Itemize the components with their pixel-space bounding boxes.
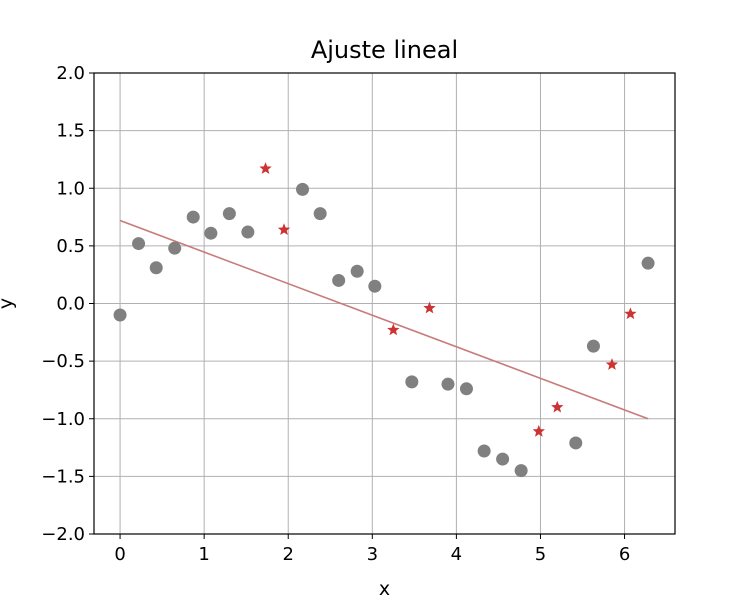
data-point: [313, 207, 327, 221]
x-tick-label: 3: [367, 544, 378, 565]
data-point: [641, 256, 655, 270]
data-point: [459, 382, 473, 396]
data-point: [350, 264, 364, 278]
data-point: [222, 207, 236, 221]
x-tick-label: 0: [114, 544, 125, 565]
y-tick-label: −1.5: [41, 466, 85, 487]
data-point: [332, 273, 346, 287]
data-point: [168, 241, 182, 255]
data-point: [441, 377, 455, 391]
data-point: [496, 452, 510, 466]
data-point-star: [387, 323, 400, 336]
y-tick-label: 1.0: [56, 178, 85, 199]
y-axis-label: y: [0, 298, 17, 309]
data-point: [241, 225, 255, 239]
data-point: [296, 182, 310, 196]
chart-title: Ajuste lineal: [311, 36, 458, 64]
data-point: [569, 436, 583, 450]
x-ticks: 0 1 2 3 4 5 6: [114, 534, 630, 565]
fit-line: [119, 219, 649, 420]
y-tick-label: 0.0: [56, 294, 85, 315]
y-tick-label: −0.5: [41, 351, 85, 372]
data-point: [186, 210, 200, 224]
data-point-star: [259, 162, 272, 174]
data-point-star: [277, 223, 291, 235]
data-point-star: [551, 400, 564, 413]
data-point: [477, 444, 491, 458]
y-ticks: −2.0 −1.5 −1.0 −0.5 0.0 0.5 1.0 1.5 2.0: [41, 63, 94, 545]
data-point: [405, 375, 419, 389]
data-point-star: [423, 301, 436, 314]
points-layer: [113, 162, 655, 478]
data-point-star: [624, 307, 637, 320]
y-tick-label: −2.0: [41, 524, 85, 545]
x-tick-label: 4: [451, 544, 462, 565]
data-point: [514, 464, 528, 478]
data-point: [132, 237, 146, 251]
data-point-star: [532, 424, 545, 437]
data-point: [368, 279, 382, 293]
y-tick-label: −1.0: [41, 409, 85, 430]
x-tick-label: 1: [198, 544, 209, 565]
x-tick-label: 2: [283, 544, 294, 565]
data-point: [586, 339, 600, 353]
grid: [94, 72, 675, 535]
y-tick-label: 2.0: [56, 63, 85, 84]
data-point: [149, 261, 163, 275]
x-tick-label: 5: [535, 544, 546, 565]
y-tick-label: 1.5: [56, 121, 85, 142]
y-tick-label: 0.5: [56, 236, 85, 257]
x-tick-label: 6: [619, 544, 630, 565]
x-axis-label: x: [379, 578, 390, 600]
data-point: [113, 308, 127, 322]
data-point: [204, 226, 218, 240]
fit-line-layer: [119, 219, 649, 420]
data-point-star: [605, 358, 619, 370]
